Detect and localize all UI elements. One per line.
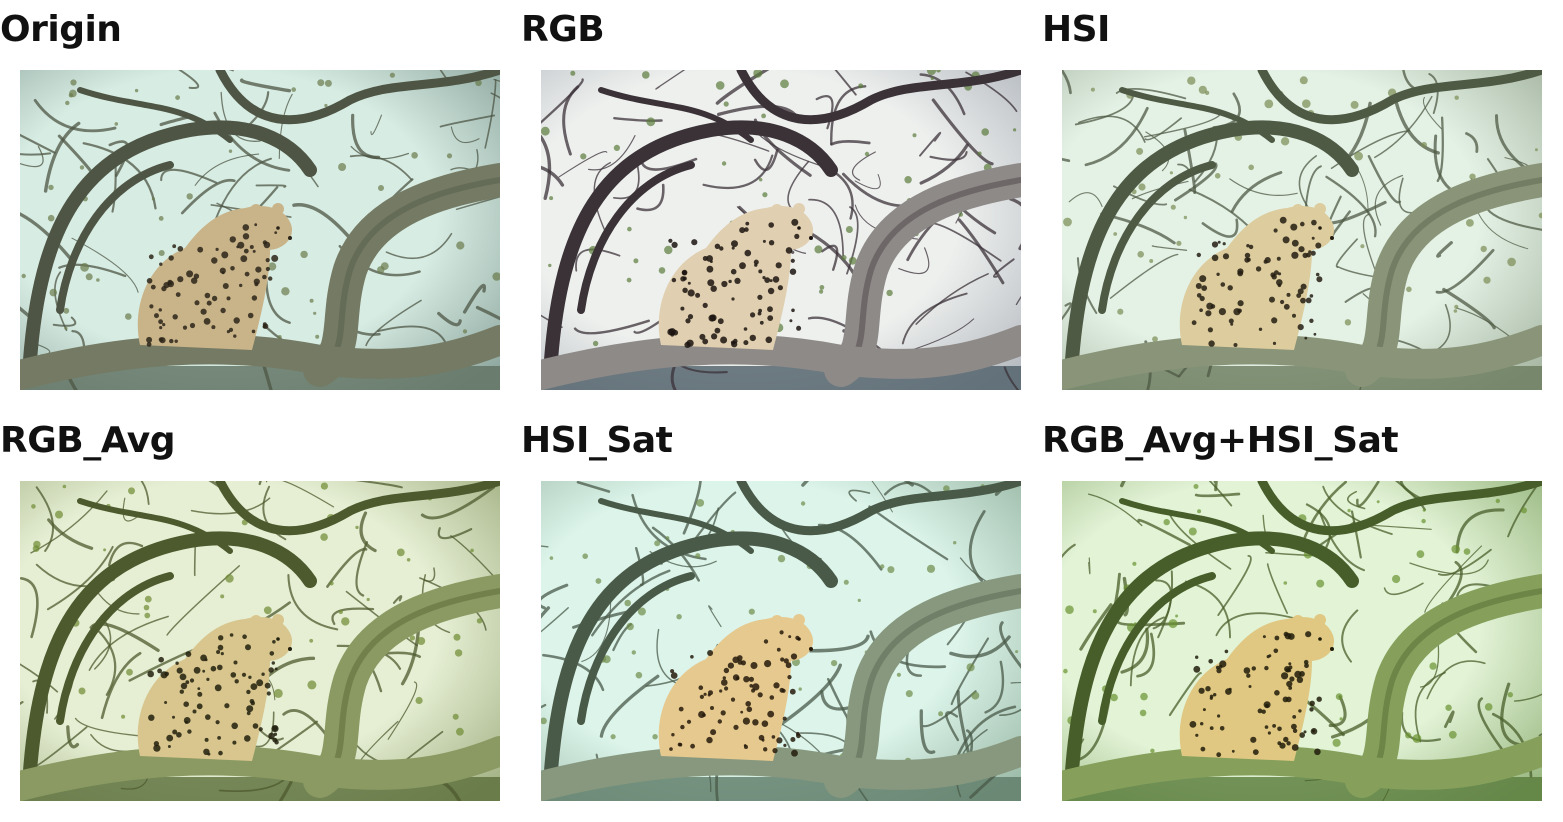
panel-title: HSI_Sat xyxy=(521,420,673,461)
leopard xyxy=(1179,614,1334,761)
leopard xyxy=(137,614,292,761)
panel-title: RGB_Avg xyxy=(0,420,176,461)
main-branches xyxy=(541,70,1021,390)
panel-rgb-avg-hsi-sat: RGB_Avg+HSI_Sat xyxy=(1042,411,1542,801)
main-branches xyxy=(1062,481,1542,801)
photo-svg xyxy=(541,481,1021,801)
panel-title: RGB xyxy=(521,9,605,50)
photo-hsi-sat xyxy=(541,481,1021,801)
photo-rgb-avg-hsi-sat xyxy=(1062,481,1542,801)
leopard xyxy=(137,203,292,350)
photo-svg xyxy=(1062,70,1542,390)
panel-rgb-avg: RGB_Avg xyxy=(0,411,500,801)
photo-origin xyxy=(20,70,500,390)
leopard xyxy=(658,614,813,761)
panel-title: RGB_Avg+HSI_Sat xyxy=(1042,420,1399,461)
leopard xyxy=(658,203,813,350)
panel-hsi-sat: HSI_Sat xyxy=(521,411,1021,801)
panel-hsi: HSI xyxy=(1042,0,1542,390)
main-branches xyxy=(1062,70,1542,390)
photo-rgb xyxy=(541,70,1021,390)
photo-svg xyxy=(1062,481,1542,801)
main-branches xyxy=(541,481,1021,801)
panel-origin: Origin xyxy=(0,0,500,390)
panel-title: Origin xyxy=(0,9,122,50)
photo-rgb-avg xyxy=(20,481,500,801)
photo-svg xyxy=(541,70,1021,390)
photo-hsi xyxy=(1062,70,1542,390)
panel-rgb: RGB xyxy=(521,0,1021,390)
main-branches xyxy=(20,481,500,801)
photo-svg xyxy=(20,481,500,801)
photo-svg xyxy=(20,70,500,390)
leopard xyxy=(1179,203,1334,350)
panel-title: HSI xyxy=(1042,9,1110,50)
main-branches xyxy=(20,70,500,390)
